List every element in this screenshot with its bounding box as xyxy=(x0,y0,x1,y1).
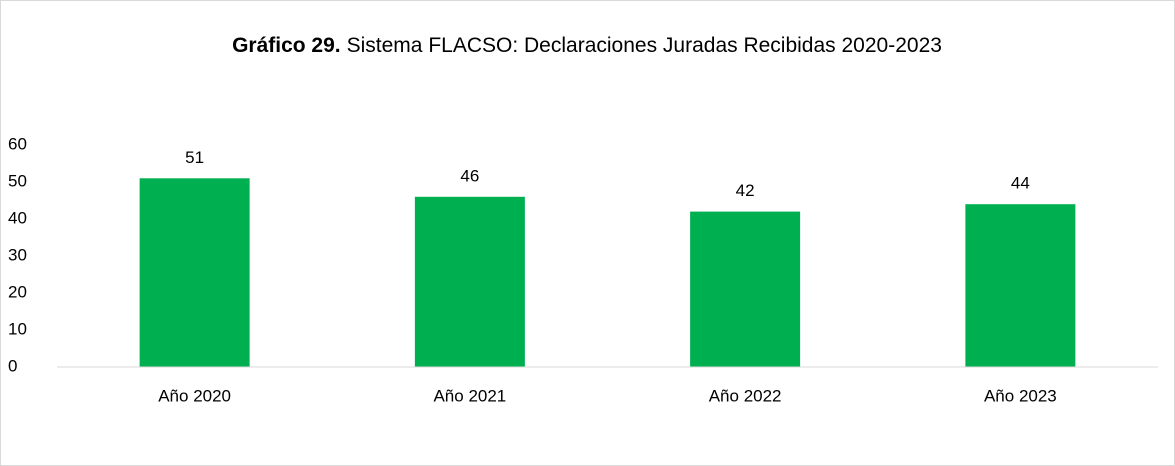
y-tick-label: 20 xyxy=(8,282,27,301)
x-tick-label: Año 2020 xyxy=(158,386,231,405)
title-prefix: Gráfico 29. xyxy=(232,34,341,57)
data-label: 46 xyxy=(460,166,479,185)
bar xyxy=(690,211,801,367)
y-tick-label: 10 xyxy=(8,319,27,338)
y-tick-label: 0 xyxy=(8,356,17,375)
y-tick-label: 60 xyxy=(8,134,27,153)
x-tick-label: Año 2023 xyxy=(984,386,1057,405)
bar xyxy=(414,196,525,367)
data-label: 51 xyxy=(185,148,204,167)
bar xyxy=(965,204,1076,367)
y-tick-label: 50 xyxy=(8,171,27,190)
chart-title: Gráfico 29. Sistema FLACSO: Declaraciones… xyxy=(232,34,942,57)
x-tick-label: Año 2021 xyxy=(433,386,506,405)
title-text: Sistema FLACSO: Declaraciones Juradas Re… xyxy=(347,34,942,57)
x-tick-label: Año 2022 xyxy=(709,386,782,405)
data-label: 44 xyxy=(1011,174,1030,193)
bar xyxy=(139,178,250,367)
y-tick-label: 40 xyxy=(8,208,27,227)
data-label: 42 xyxy=(736,181,755,200)
y-tick-label: 30 xyxy=(8,245,27,264)
